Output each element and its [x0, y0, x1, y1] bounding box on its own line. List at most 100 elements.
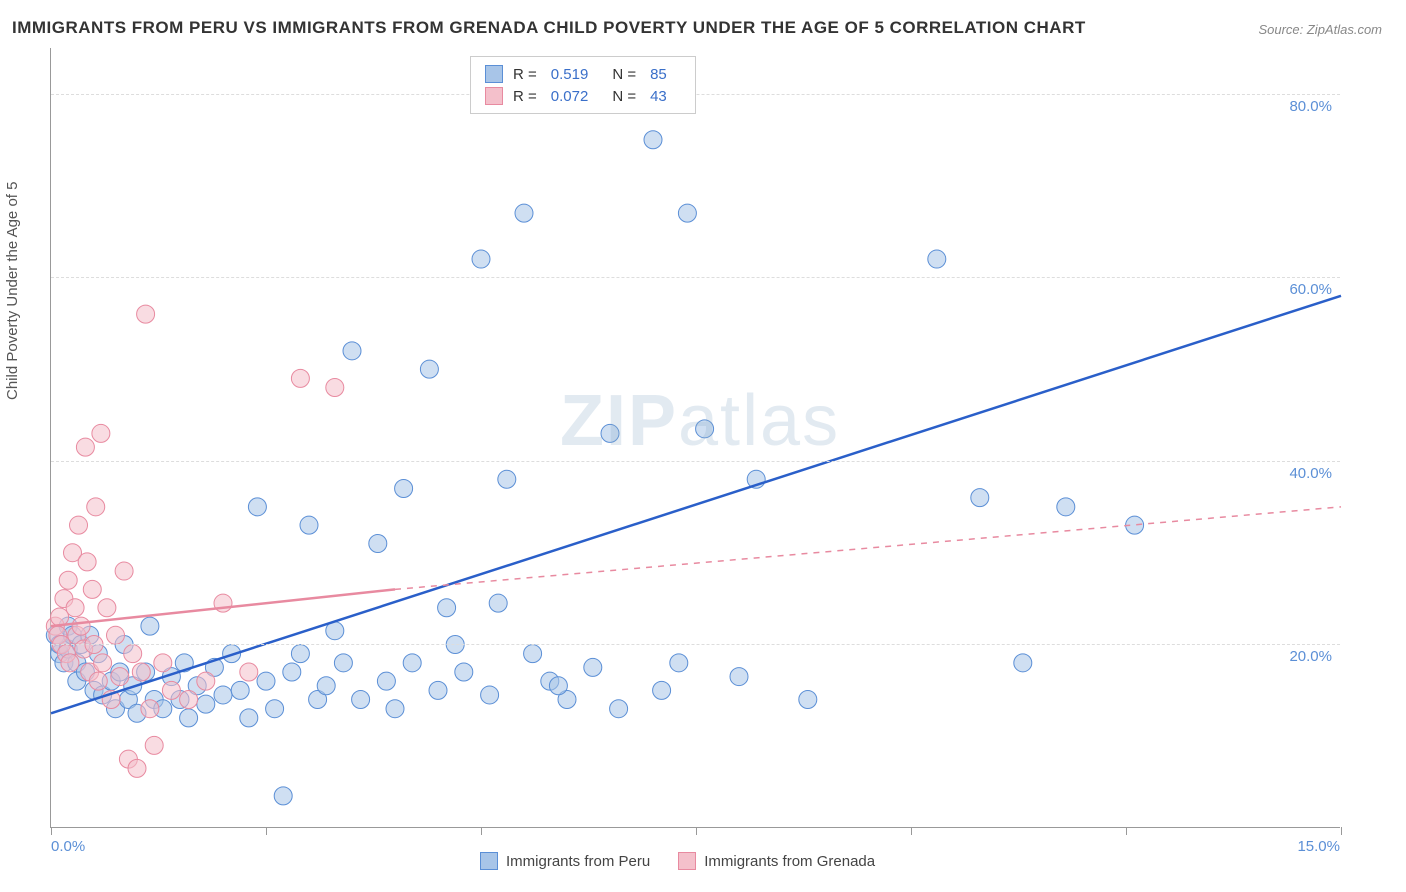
scatter-point [132, 663, 150, 681]
legend-series-label: Immigrants from Grenada [704, 853, 875, 870]
scatter-point [231, 681, 249, 699]
x-tick [1126, 827, 1127, 835]
scatter-point [115, 562, 133, 580]
scatter-point [472, 250, 490, 268]
scatter-point [145, 736, 163, 754]
scatter-point [107, 626, 125, 644]
scatter-point [78, 553, 96, 571]
scatter-point [240, 663, 258, 681]
scatter-point [87, 498, 105, 516]
scatter-point [386, 700, 404, 718]
r-label: R = [513, 66, 537, 83]
scatter-point [257, 672, 275, 690]
y-tick-label: 80.0% [1289, 98, 1332, 115]
legend-swatch [485, 87, 503, 105]
gridline [51, 461, 1340, 462]
scatter-point [395, 479, 413, 497]
scatter-point [584, 658, 602, 676]
scatter-point [352, 691, 370, 709]
scatter-point [274, 787, 292, 805]
y-tick-label: 40.0% [1289, 465, 1332, 482]
scatter-point [1057, 498, 1075, 516]
scatter-point [300, 516, 318, 534]
scatter-point [66, 599, 84, 617]
scatter-point [51, 608, 69, 626]
n-label: N = [612, 66, 636, 83]
scatter-point [369, 535, 387, 553]
scatter-point [1014, 654, 1032, 672]
scatter-point [180, 691, 198, 709]
scatter-point [928, 250, 946, 268]
scatter-point [266, 700, 284, 718]
trend-line-dashed [395, 507, 1341, 590]
scatter-point [429, 681, 447, 699]
gridline [51, 277, 1340, 278]
scatter-point [515, 204, 533, 222]
legend-swatch [480, 852, 498, 870]
scatter-point [799, 691, 817, 709]
scatter-point [317, 677, 335, 695]
scatter-point [334, 654, 352, 672]
scatter-point [971, 489, 989, 507]
scatter-point [291, 369, 309, 387]
y-axis-title: Child Poverty Under the Age of 5 [4, 182, 21, 400]
scatter-point [326, 379, 344, 397]
scatter-point [481, 686, 499, 704]
x-tick-label-start: 0.0% [51, 838, 85, 855]
scatter-point [343, 342, 361, 360]
scatter-point [214, 686, 232, 704]
legend-series-item: Immigrants from Peru [480, 852, 650, 870]
scatter-point [644, 131, 662, 149]
plot-area: 20.0%40.0%60.0%80.0%0.0%15.0% [50, 48, 1340, 828]
scatter-point [489, 594, 507, 612]
r-label: R = [513, 88, 537, 105]
y-tick-label: 20.0% [1289, 648, 1332, 665]
chart-svg [51, 48, 1340, 827]
legend-swatch [678, 852, 696, 870]
y-tick-label: 60.0% [1289, 281, 1332, 298]
legend-series-item: Immigrants from Grenada [678, 852, 875, 870]
scatter-point [549, 677, 567, 695]
scatter-point [291, 645, 309, 663]
scatter-point [420, 360, 438, 378]
scatter-point [128, 759, 146, 777]
scatter-point [72, 617, 90, 635]
scatter-point [601, 424, 619, 442]
scatter-point [524, 645, 542, 663]
scatter-point [498, 470, 516, 488]
scatter-point [696, 420, 714, 438]
scatter-point [610, 700, 628, 718]
scatter-point [180, 709, 198, 727]
scatter-point [61, 654, 79, 672]
scatter-point [240, 709, 258, 727]
legend-correlation-row: R = 0.519 N = 85 [485, 63, 681, 85]
x-tick [266, 827, 267, 835]
scatter-point [59, 571, 77, 589]
scatter-point [83, 580, 101, 598]
scatter-point [283, 663, 301, 681]
x-tick [696, 827, 697, 835]
scatter-point [141, 700, 159, 718]
scatter-point [141, 617, 159, 635]
x-tick [481, 827, 482, 835]
gridline [51, 644, 1340, 645]
scatter-point [162, 681, 180, 699]
legend-series-label: Immigrants from Peru [506, 853, 650, 870]
legend-series: Immigrants from Peru Immigrants from Gren… [480, 852, 875, 870]
scatter-point [438, 599, 456, 617]
chart-title: IMMIGRANTS FROM PERU VS IMMIGRANTS FROM … [12, 18, 1086, 38]
r-value: 0.519 [551, 66, 589, 83]
scatter-point [248, 498, 266, 516]
trend-line [51, 296, 1341, 714]
scatter-point [653, 681, 671, 699]
scatter-point [377, 672, 395, 690]
x-tick [51, 827, 52, 835]
x-tick-label-end: 15.0% [1297, 838, 1340, 855]
scatter-point [403, 654, 421, 672]
legend-correlation-row: R =0.072N =43 [485, 85, 681, 107]
scatter-point [98, 599, 116, 617]
n-value: 85 [650, 66, 667, 83]
scatter-point [94, 654, 112, 672]
legend-correlation: R = 0.519 N = 85 R =0.072N =43 [470, 56, 696, 114]
scatter-point [111, 668, 129, 686]
